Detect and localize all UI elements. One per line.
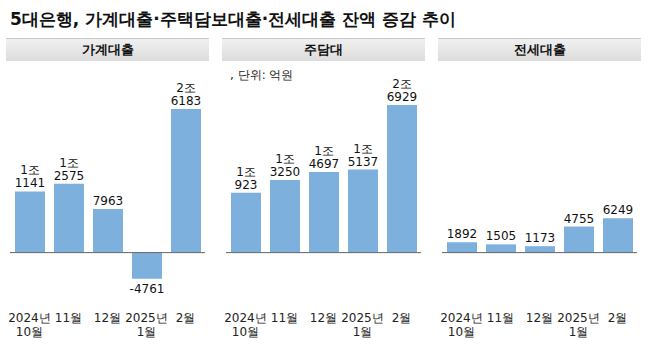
svg-text:2024년10월: 2024년10월 [440,311,483,339]
svg-text:1892: 1892 [447,227,478,241]
svg-text:2조6183: 2조6183 [171,81,202,108]
svg-text:1505: 1505 [486,229,517,243]
svg-text:11월: 11월 [487,311,514,325]
html-text:5대은행, 가계대출·주택담보대출·전세대출 잔액 증감 추: 5대은행, 가계대출·주택담보대출·전세대출 잔액 증감 추이 [10,9,456,29]
svg-text:1조1141: 1조1141 [15,163,46,190]
svg-text:1조923: 1조923 [235,165,258,192]
svg-text:7963: 7963 [93,194,124,208]
svg-text:1조5137: 1조5137 [348,142,379,169]
svg-text:11월: 11월 [271,311,298,325]
html-text:가계대출: 가계대출 [81,42,134,57]
svg-text:2024년10월: 2024년10월 [8,311,51,339]
svg-text:12월: 12월 [94,311,121,325]
svg-text:1조3250: 1조3250 [270,152,301,179]
svg-text:2024년10월: 2024년10월 [224,311,267,339]
svg-text:11월: 11월 [55,311,82,325]
svg-text:2조6929: 2조6929 [387,77,418,104]
svg-text:6249: 6249 [603,203,634,217]
html-text:전세대출: 전세대출 [513,42,566,57]
html-text:, 단위: 억원: , 단위: 억원 [230,68,294,82]
svg-text:4755: 4755 [564,212,595,226]
svg-text:2월: 2월 [608,311,628,325]
svg-text:12월: 12월 [526,311,553,325]
svg-text:1조4697: 1조4697 [309,144,340,171]
svg-text:2월: 2월 [176,311,196,325]
html-text:주담대: 주담대 [304,42,343,57]
svg-text:2월: 2월 [392,311,412,325]
svg-text:1173: 1173 [525,231,556,245]
svg-text:2025년1월: 2025년1월 [557,311,600,339]
svg-text:1조2575: 1조2575 [54,156,85,183]
svg-text:2025년1월: 2025년1월 [341,311,384,339]
svg-text:-4761: -4761 [130,282,165,296]
svg-text:12월: 12월 [310,311,337,325]
svg-text:2025년1월: 2025년1월 [125,311,168,339]
